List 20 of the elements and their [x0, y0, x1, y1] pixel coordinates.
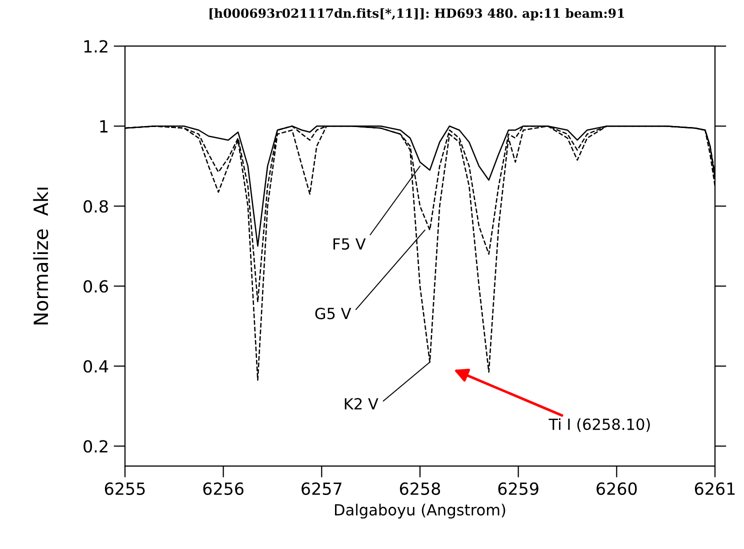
annotation: G5 V	[315, 308, 352, 320]
annotation: K2 V	[344, 398, 378, 410]
y-tick-label: 1.2	[84, 40, 108, 52]
y-tick-label: 0.6	[84, 280, 108, 293]
x-tick-label: 6259	[498, 482, 538, 495]
annotation: Ti I (6258.10)	[548, 418, 650, 432]
x-tick-label: 6255	[104, 482, 145, 495]
x-axis-title: Dalgaboyu (Angstrom)	[335, 504, 506, 519]
y-tick-label: 0.2	[84, 440, 108, 453]
x-tick-label: 6256	[203, 482, 244, 495]
x-tick-label: 6260	[596, 482, 637, 495]
x-tick-label: 6258	[400, 482, 440, 495]
y-tick-label: 1	[100, 120, 108, 132]
x-tick-label: 6257	[302, 482, 342, 495]
y-axis-title: Normalize Akı	[33, 188, 48, 324]
y-tick-label: 0.4	[84, 360, 108, 373]
chart-title: [h000693r021117dn.fits[*,11]]: HD693 480. ap:11 beam:91	[210, 8, 624, 20]
x-tick-label: 6261	[694, 482, 735, 495]
y-tick-label: 0.8	[84, 200, 108, 213]
annotation: F5 V	[334, 238, 366, 250]
